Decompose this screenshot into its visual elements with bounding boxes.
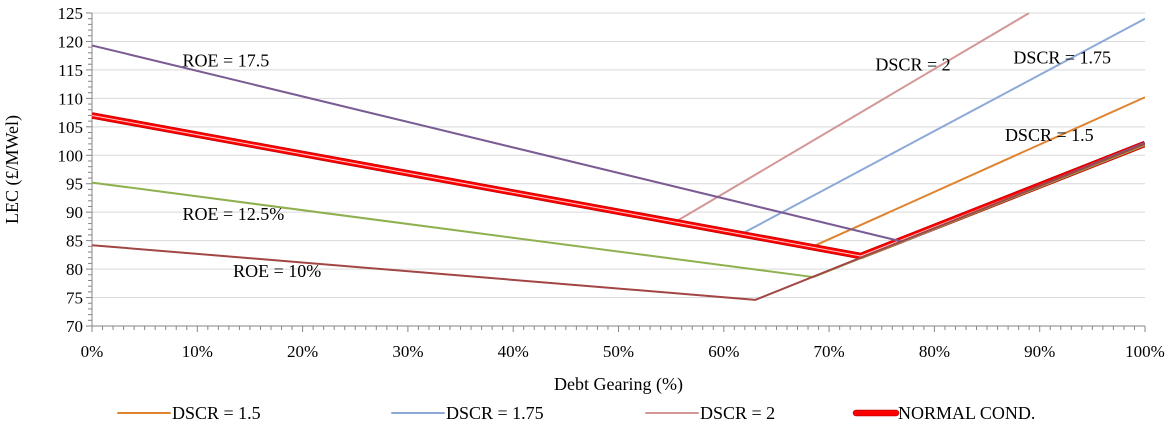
x-tick-label: 70% [814,342,845,361]
y-tick-label: 110 [58,89,83,108]
y-tick-label: 80 [66,260,83,279]
annotation-label: ROE = 17.5 [183,50,270,70]
series-lines [92,13,1145,301]
annotation-label: DSCR = 2 [875,54,950,74]
y-tick-label: 125 [58,4,84,23]
legend-label: DSCR = 1.5 [172,403,261,423]
y-tick-label: 95 [66,175,83,194]
x-tick-label: 30% [392,342,423,361]
dscr-1-75-line [739,17,1145,236]
series-6-line [92,142,1145,301]
annotation-label: ROE = 10% [233,261,321,281]
legend-label: NORMAL COND. [898,403,1035,423]
x-tick-label: 0% [81,342,104,361]
x-tick-label: 20% [287,342,318,361]
legend-label: DSCR = 1.75 [446,403,544,423]
y-tick-label: 75 [66,289,83,308]
legend: DSCR = 1.5 DSCR = 1.75 DSCR = 2 NORMAL COND… [117,403,1035,423]
y-tick-label: 115 [58,61,83,80]
annotation-label: DSCR = 1.5 [1005,125,1094,145]
x-minor-ticks [91,326,1146,332]
dscr-1-5-line [812,96,1145,248]
y-tick-label: 120 [58,32,84,51]
x-tick-label: 80% [919,342,950,361]
x-tick-label: 100% [1125,342,1165,361]
x-tick-label: 10% [182,342,213,361]
y-tick-label: 90 [66,203,83,222]
normal-cond--line-highlight [92,114,1145,257]
normal-cond--line [92,112,1145,259]
y-axis-title: LEC (£/MWel) [2,115,23,224]
x-tick-label: 40% [498,342,529,361]
annotation-label: DSCR = 1.75 [1013,48,1111,68]
annotation-label: ROE = 12.5% [183,204,285,224]
x-tick-label: 90% [1024,342,1055,361]
y-tick-label: 85 [66,232,83,251]
y-tick-label: 70 [66,317,83,336]
x-tick-label: 50% [603,342,634,361]
x-axis-title: Debt Gearing (%) [554,374,683,395]
y-tick-label: 100 [58,146,84,165]
legend-label: DSCR = 2 [700,403,775,423]
dscr-2-line [675,13,1030,223]
y-minor-ticks [86,12,92,327]
y-tick-label: 105 [58,118,84,137]
x-tick-label: 60% [708,342,739,361]
normal-cond--line-outline [92,112,1145,260]
